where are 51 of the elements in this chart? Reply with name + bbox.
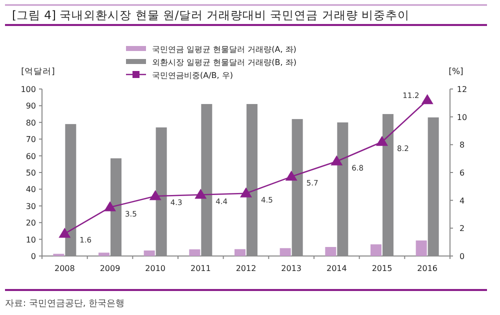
x-tick-label: 2012 [236,264,256,273]
legend-label: 외환시장 일평균 현물달러 거래량(B, 좌) [152,58,296,67]
point [240,187,252,198]
y-tick-label: 90 [26,102,36,111]
y2-tick-label: 6 [459,168,465,178]
y-tick-label: 100 [20,85,36,94]
legend-label: 국민연금 일평균 현물달러 거래량(A, 좌) [152,45,296,54]
point [330,155,343,166]
bar [98,252,110,256]
bar [189,249,200,256]
x-tick-label: 2011 [190,264,211,273]
y-tick-label: 30 [26,202,36,211]
y-tick-label: 40 [26,185,36,194]
y2-tick-label: 4 [459,196,465,206]
point [149,190,162,200]
point [104,201,116,212]
y-tick-label: 0 [30,252,36,261]
bar [416,240,427,256]
bar [280,248,291,256]
chart-title: [그림 4] 국내외환시장 현물 원/달러 거래량대비 국민연금 거래량 비중추이 [12,8,410,22]
y-tick-label: 50 [26,168,36,178]
y-tick-label: 60 [26,152,36,161]
y-tick-label: 10 [26,235,36,244]
y-tick-label: 70 [26,135,36,144]
x-tick-label: 2014 [326,264,347,273]
bar [234,249,246,256]
y2-tick-label: 12 [456,85,468,94]
legend-label: 국민연금비중(A/B, 우) [152,71,233,80]
y2-axis-title: [%] [448,67,464,77]
text: 자료: 국민연금공단, 한국은행 [5,299,125,309]
x-tick-label: 2013 [281,264,302,273]
y-tick-label: 80 [26,118,36,128]
point [285,170,298,181]
x-tick-label: 2015 [372,264,392,273]
y2-tick-label: 8 [459,140,465,150]
bar [325,246,336,256]
x-tick-label: 2016 [417,264,438,273]
x-tick-label: 2008 [54,264,75,273]
y-axis-title: [억달러] [21,67,55,77]
point [194,188,207,199]
bar [370,244,382,256]
x-tick-label: 2009 [100,264,120,273]
point [58,228,71,238]
y2-tick-label: 10 [456,112,468,122]
point [421,94,434,104]
y2-tick-label: 2 [459,224,465,234]
bar [144,250,155,256]
y2-tick-label: 0 [459,252,465,261]
y-tick-label: 20 [26,218,36,228]
point [376,136,388,146]
x-tick-label: 2010 [145,264,166,273]
